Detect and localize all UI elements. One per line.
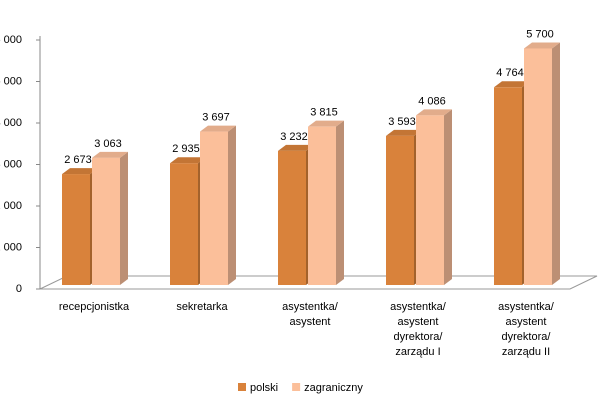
bar-face (552, 42, 560, 286)
x-tick-label: recepcjonistka (58, 301, 130, 313)
bar-face (278, 144, 314, 151)
bar-face (308, 120, 344, 127)
bar (524, 42, 560, 286)
value-label: 3 697 (202, 111, 230, 123)
value-label: 3 593 (388, 116, 416, 128)
bar-face (308, 126, 336, 286)
y-tick-label: 6 000 (0, 34, 22, 46)
y-tick-label: 3 000 (0, 158, 22, 170)
bar-face (524, 48, 552, 286)
bar-face (92, 151, 128, 158)
bar-face (416, 115, 444, 285)
value-label: 3 815 (310, 107, 338, 119)
bar-face (416, 109, 452, 116)
bar-face (336, 120, 344, 286)
y-tick-label: 1 000 (0, 241, 22, 253)
legend-swatch (238, 383, 246, 391)
bar-face (170, 163, 198, 285)
value-label: 3 063 (94, 138, 122, 150)
bar-face (494, 81, 530, 88)
bar-face (386, 129, 422, 136)
value-label: 4 764 (496, 67, 524, 79)
value-label: 2 673 (64, 154, 92, 166)
x-tick-label: asystentka/ asystent dyrektora/ zarządu … (390, 301, 446, 358)
bar-face (92, 157, 120, 285)
legend-label: polski (250, 382, 278, 394)
bar-face (278, 150, 306, 285)
legend-swatch (292, 383, 301, 391)
y-tick-label: 0 (16, 283, 22, 295)
legend-label: zagraniczny (304, 382, 363, 394)
x-tick-label: sekretarka (176, 301, 228, 313)
value-label: 4 086 (418, 95, 446, 107)
value-label: 3 232 (280, 131, 308, 143)
bar-face (170, 157, 206, 164)
bar (92, 151, 128, 285)
y-tick-label: 5 000 (0, 75, 22, 87)
x-tick-label: asystentka/ asystent (282, 301, 338, 328)
bar (200, 125, 236, 286)
bar-face (120, 151, 128, 285)
bar-face (200, 131, 228, 285)
y-tick-label: 2 000 (0, 200, 22, 212)
bar-face (228, 125, 236, 286)
x-tick-label: asystentka/ asystent dyrektora/ zarządu … (498, 301, 554, 358)
value-label: 5 700 (526, 28, 554, 40)
bar-face (62, 168, 98, 175)
bar-face (494, 87, 522, 285)
bar-face (200, 125, 236, 132)
bar-face (444, 109, 452, 285)
bar-face (524, 42, 560, 49)
bar (308, 120, 344, 286)
bar-face (62, 174, 90, 285)
value-label: 2 935 (172, 143, 200, 155)
bar-face (386, 135, 414, 285)
bar (416, 109, 452, 285)
y-tick-label: 4 000 (0, 117, 22, 129)
